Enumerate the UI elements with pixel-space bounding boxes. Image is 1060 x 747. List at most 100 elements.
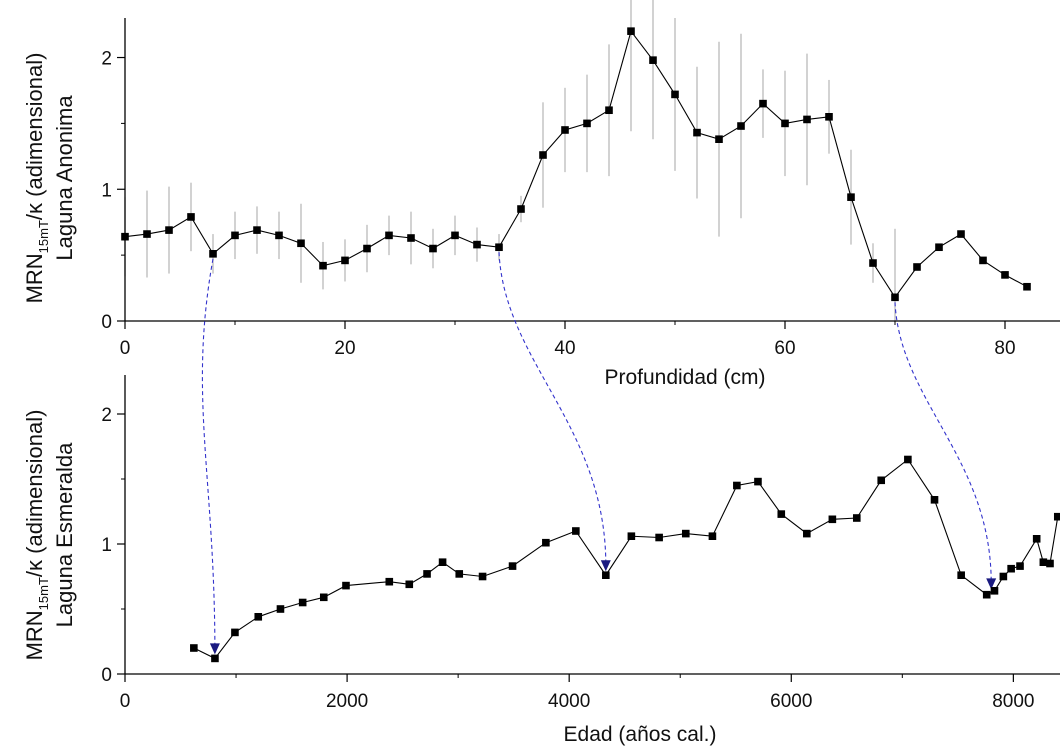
bottom-data-point bbox=[930, 496, 939, 504]
top-xtick-label: 60 bbox=[774, 338, 795, 359]
bottom-data-point bbox=[342, 581, 350, 590]
bottom-data-point bbox=[508, 562, 517, 570]
top-data-point bbox=[671, 90, 679, 99]
top-data-point bbox=[319, 261, 327, 270]
top-data-point bbox=[341, 256, 349, 265]
top-data-point bbox=[495, 243, 503, 252]
top-xlabel: Profundidad (cm) bbox=[604, 366, 765, 389]
bottom-xtick-label: 2000 bbox=[326, 691, 368, 712]
top-data-point bbox=[143, 230, 151, 238]
top-data-point bbox=[825, 113, 833, 121]
bottom-data-point bbox=[957, 571, 965, 579]
bottom-data-point bbox=[602, 571, 610, 579]
top-data-point bbox=[627, 27, 635, 35]
bottom-data-point bbox=[904, 455, 912, 464]
top-data-point bbox=[429, 244, 437, 253]
top-data-point bbox=[451, 231, 459, 240]
bottom-ylabel-line2: Laguna Esmeralda bbox=[52, 442, 77, 627]
top-data-point bbox=[803, 115, 811, 124]
top-data-point bbox=[1023, 282, 1031, 291]
top-data-point bbox=[253, 226, 261, 234]
top-xtick-label: 80 bbox=[994, 338, 1015, 359]
top-ytick-label: 0 bbox=[101, 312, 112, 333]
correlation-arrowhead bbox=[209, 643, 220, 655]
bottom-data-point bbox=[1046, 559, 1054, 568]
top-data-point bbox=[539, 151, 547, 159]
top-data-point bbox=[473, 240, 481, 249]
top-data-point bbox=[869, 259, 877, 267]
bottom-ytick-label: 2 bbox=[101, 405, 112, 426]
top-data-point bbox=[187, 213, 195, 221]
correlation-arrowhead bbox=[986, 578, 997, 590]
bottom-ytick-label: 0 bbox=[101, 665, 112, 686]
bottom-data-point bbox=[803, 529, 811, 538]
bottom-data-point bbox=[1016, 562, 1024, 570]
top-data-point bbox=[847, 193, 855, 201]
top-data-point bbox=[583, 119, 591, 128]
bottom-series-line bbox=[193, 458, 1059, 660]
top-data-point bbox=[165, 226, 173, 234]
bottom-data-point bbox=[1007, 564, 1015, 573]
top-ylabel-sub: 15mT bbox=[36, 220, 51, 253]
top-data-point bbox=[935, 243, 943, 252]
bottom-data-point bbox=[385, 577, 394, 586]
bottom-data-point bbox=[852, 514, 861, 522]
top-data-point bbox=[275, 231, 283, 240]
bottom-data-point bbox=[999, 572, 1008, 581]
bottom-data-point bbox=[190, 644, 198, 652]
bottom-xtick-label: 0 bbox=[120, 691, 131, 712]
bottom-data-point bbox=[681, 529, 690, 538]
bottom-data-point bbox=[542, 538, 550, 547]
top-data-point bbox=[781, 119, 789, 128]
correlation-links bbox=[201, 252, 997, 655]
bottom-data-point bbox=[708, 532, 717, 540]
top-xtick-label: 0 bbox=[120, 338, 131, 359]
bottom-data-point bbox=[276, 605, 285, 613]
bottom-ytick-label: 1 bbox=[101, 535, 112, 556]
bottom-data-point bbox=[982, 590, 991, 599]
bottom-data-point bbox=[733, 481, 741, 490]
bottom-data-point bbox=[1039, 558, 1048, 566]
top-data-point bbox=[979, 256, 987, 265]
top-ylabel: MRN15mT/κ (adimensional) bbox=[22, 53, 51, 304]
bottom-data-point bbox=[1032, 535, 1041, 543]
top-data-point bbox=[891, 293, 899, 302]
top-data-point bbox=[385, 231, 393, 240]
bottom-data-point bbox=[438, 558, 447, 566]
top-ylabel-line2: Laguna Anonima bbox=[52, 95, 77, 261]
bottom-ylabel-sub: 15mT bbox=[36, 577, 51, 610]
series-layer bbox=[121, 27, 1060, 663]
top-data-point bbox=[231, 231, 239, 240]
bottom-ylabel-main: MRN bbox=[22, 610, 47, 660]
top-data-point bbox=[759, 99, 767, 108]
top-data-point bbox=[605, 106, 613, 115]
correlation-link bbox=[894, 302, 992, 588]
bottom-data-point bbox=[211, 654, 219, 663]
bottom-data-point bbox=[990, 587, 999, 595]
top-data-point bbox=[957, 230, 965, 238]
top-data-point bbox=[517, 205, 525, 213]
top-data-point bbox=[737, 122, 745, 130]
bottom-xtick-label: 4000 bbox=[548, 691, 590, 712]
top-data-point bbox=[1001, 271, 1009, 279]
bottom-data-point bbox=[478, 572, 487, 581]
correlation-link bbox=[498, 252, 607, 570]
top-ylabel-main: MRN bbox=[22, 253, 47, 303]
top-ytick-label: 2 bbox=[101, 49, 112, 70]
top-ytick-label: 1 bbox=[101, 180, 112, 201]
top-data-point bbox=[649, 56, 657, 64]
top-data-point bbox=[209, 250, 217, 258]
top-data-point bbox=[693, 128, 701, 137]
bottom-data-point bbox=[877, 476, 886, 485]
bottom-ylabel: MRN15mT/κ (adimensional) bbox=[22, 410, 51, 661]
correlation-link bbox=[201, 258, 216, 653]
bottom-data-point bbox=[455, 570, 464, 578]
bottom-data-point bbox=[777, 510, 786, 518]
bottom-data-point bbox=[423, 570, 431, 578]
bottom-data-point bbox=[828, 515, 837, 524]
top-data-point bbox=[715, 135, 723, 143]
bottom-xtick-label: 6000 bbox=[770, 691, 812, 712]
top-series-line bbox=[124, 29, 1028, 299]
